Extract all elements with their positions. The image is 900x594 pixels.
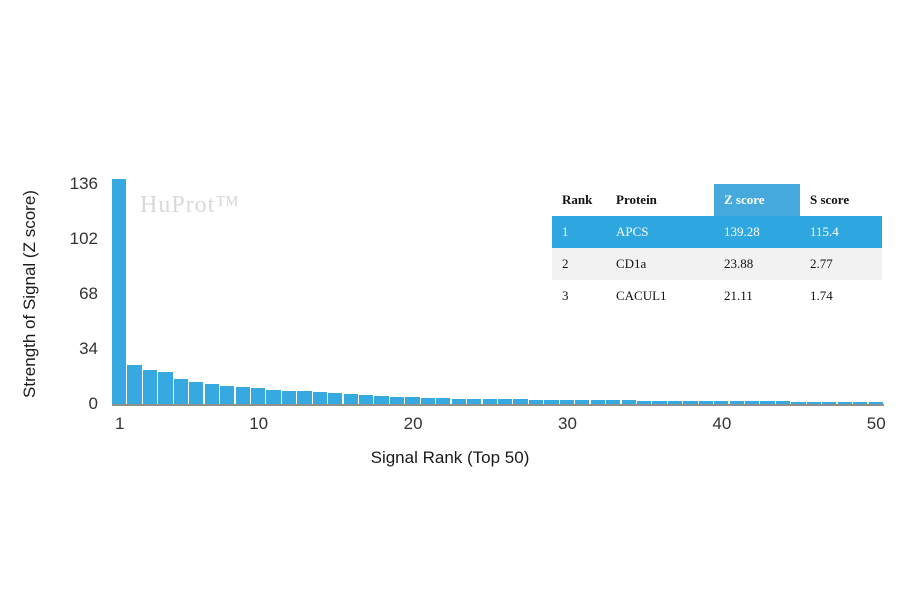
bar-rank-47 [822, 401, 837, 404]
bar-rank-31 [575, 400, 590, 404]
bar-rank-18 [374, 395, 389, 404]
x-axis-title: Signal Rank (Top 50) [370, 448, 530, 467]
cell-s-score: 115.4 [800, 216, 882, 248]
bar-rank-29 [544, 399, 559, 404]
table-row: 2 CD1a 23.88 2.77 [552, 248, 882, 280]
bar-rank-41 [729, 401, 744, 404]
bar-rank-32 [590, 400, 605, 404]
bar-rank-2 [127, 365, 142, 404]
bar-rank-22 [436, 398, 451, 404]
x-tick-label: 10 [249, 414, 269, 433]
bar-rank-39 [698, 401, 713, 404]
bar-rank-24 [467, 398, 482, 404]
bar-rank-43 [760, 401, 775, 404]
header-s-score: S score [800, 184, 882, 216]
cell-s-score: 1.74 [800, 280, 882, 312]
x-tick-label: 20 [403, 414, 423, 433]
bar-rank-48 [837, 401, 852, 404]
x-axis-ticks: 1 10 20 30 40 50 [112, 184, 886, 433]
bar-rank-11 [266, 389, 281, 404]
bar-rank-19 [389, 396, 405, 404]
y-tick-label: 102 [69, 229, 98, 248]
bar-rank-14 [312, 392, 327, 404]
cell-protein: CACUL1 [606, 280, 714, 312]
cell-protein: CD1a [606, 248, 714, 280]
bar-rank-3 [142, 369, 158, 404]
bar-rank-16 [343, 393, 358, 404]
bar-rank-34 [621, 400, 636, 404]
bar-rank-10 [250, 388, 266, 404]
cell-z-score: 139.28 [714, 216, 800, 248]
bar-rank-33 [606, 400, 621, 404]
bar-rank-1 [112, 178, 127, 404]
x-tick-label: 40 [712, 414, 732, 433]
bar-rank-21 [420, 397, 436, 404]
y-tick-label: 0 [88, 394, 98, 413]
bar-rank-23 [451, 398, 466, 404]
bar-rank-15 [328, 393, 343, 404]
bar-rank-12 [281, 390, 297, 404]
bar-rank-30 [559, 399, 574, 404]
y-tick-label: 34 [79, 339, 98, 358]
bar-rank-44 [775, 401, 791, 404]
x-tick-label: 50 [866, 414, 886, 433]
cell-rank: 2 [552, 248, 606, 280]
results-table-header: Rank Protein Z score S score [552, 184, 882, 216]
table-row: 1 APCS 139.28 115.4 [552, 216, 882, 248]
header-z-score: Z score [714, 184, 800, 216]
cell-rank: 1 [552, 216, 606, 248]
header-rank: Rank [552, 184, 606, 216]
bar-rank-8 [220, 385, 235, 404]
bar-rank-13 [297, 391, 312, 404]
x-tick-label: 1 [114, 414, 125, 433]
bar-rank-26 [498, 399, 513, 404]
bar-rank-42 [745, 401, 760, 404]
y-axis-title: Strength of Signal (Z score) [20, 190, 39, 398]
table-row: 3 CACUL1 21.11 1.74 [552, 280, 882, 312]
bar-rank-40 [714, 401, 729, 404]
results-table: Rank Protein Z score S score 1 APCS 139.… [552, 184, 882, 312]
bar-rank-7 [204, 384, 219, 404]
bar-rank-25 [482, 399, 497, 404]
bar-rank-49 [853, 401, 868, 404]
cell-s-score: 2.77 [800, 248, 882, 280]
bar-rank-45 [791, 401, 806, 404]
bar-rank-35 [636, 400, 652, 404]
cell-z-score: 21.11 [714, 280, 800, 312]
bar-rank-9 [235, 387, 250, 404]
bar-rank-17 [359, 394, 374, 404]
cell-protein: APCS [606, 216, 714, 248]
plot-area: HuProt™ 0 34 68 102 136 1 10 20 30 40 50 [70, 174, 886, 433]
x-tick-label: 30 [558, 414, 577, 433]
y-axis-ticks: 0 34 68 102 136 [70, 174, 884, 413]
bar-rank-36 [652, 400, 667, 404]
bar-rank-37 [667, 400, 683, 404]
bar-rank-46 [806, 401, 822, 404]
bar-rank-28 [528, 399, 544, 404]
huprot-watermark: HuProt™ [140, 192, 240, 218]
y-tick-label: 136 [69, 174, 98, 193]
bar-rank-6 [189, 382, 204, 404]
cell-z-score: 23.88 [714, 248, 800, 280]
bar-rank-50 [868, 401, 883, 404]
bar-rank-27 [513, 399, 528, 404]
bar-rank-5 [173, 379, 188, 404]
bars-container [112, 178, 884, 404]
header-protein: Protein [606, 184, 714, 216]
cell-rank: 3 [552, 280, 606, 312]
bar-rank-38 [683, 400, 698, 404]
bar-rank-20 [405, 397, 420, 404]
bar-rank-4 [158, 372, 173, 404]
y-tick-label: 68 [79, 284, 98, 303]
